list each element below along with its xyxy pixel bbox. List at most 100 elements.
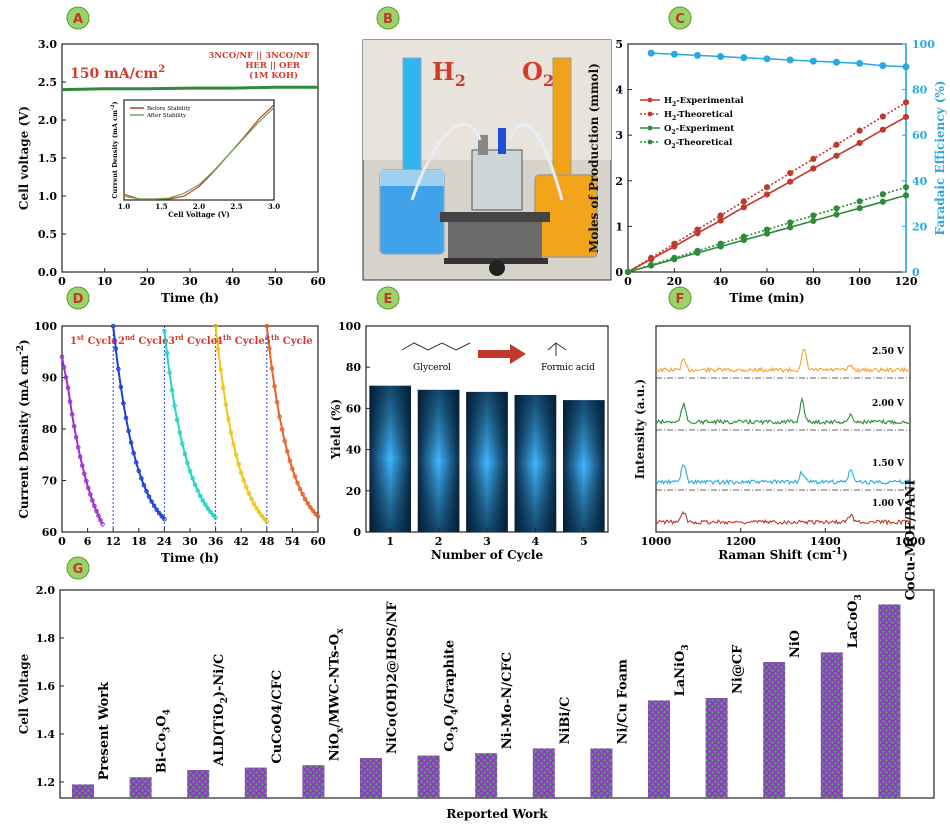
cycle-point bbox=[65, 385, 71, 391]
cycle-point bbox=[81, 471, 87, 476]
panel-a-stability-chart: 0 10 20 30 40 50 60 0.0 0.5 1.0 1.5 2.0 2.5 3.0 Time (… bbox=[17, 38, 326, 305]
production-point bbox=[624, 268, 632, 276]
x-tick-label: 60 bbox=[310, 275, 326, 288]
cycle-point bbox=[295, 480, 300, 486]
cycle-point bbox=[274, 399, 280, 405]
cycle-point bbox=[264, 519, 270, 525]
production-point bbox=[879, 198, 886, 205]
y-tick-label: 2.0 bbox=[38, 114, 57, 127]
cycle-point bbox=[59, 354, 65, 360]
legend-label: H2-Theoretical bbox=[664, 110, 734, 122]
x-tick-label: 12 bbox=[106, 535, 121, 548]
yield-bar-shade bbox=[514, 395, 557, 532]
x-tick-label: 1000 bbox=[641, 535, 672, 548]
cell-voltage-bar bbox=[129, 777, 152, 798]
cycle-point bbox=[279, 427, 285, 432]
y-tick-label: 1.0 bbox=[38, 190, 57, 203]
production-point bbox=[902, 184, 910, 191]
x-tick-label: 54 bbox=[285, 535, 301, 548]
cycle-point bbox=[169, 387, 175, 393]
production-point bbox=[763, 191, 771, 198]
x-tick-label: 80 bbox=[806, 275, 822, 288]
cycle-point bbox=[162, 328, 167, 334]
y-right-tick-label: 60 bbox=[912, 129, 928, 142]
y-tick-label: 1.2 bbox=[36, 776, 55, 789]
panel-d-cycle-chart: 0 6 12 18 24 30 36 42 48 54 60 60 70 80 90 100 Time (h) C… bbox=[16, 320, 326, 565]
cycle-point bbox=[187, 468, 193, 474]
y-axis-label: Moles of Production (mmol) bbox=[587, 63, 601, 253]
efficiency-point bbox=[809, 57, 817, 65]
cycle-point bbox=[267, 346, 272, 351]
work-label: NiCo(OH)2@HOS/NF bbox=[385, 601, 400, 754]
y-tick-label: 2.5 bbox=[38, 76, 57, 89]
x-tick-label: 40 bbox=[225, 275, 241, 288]
cycle-point bbox=[238, 470, 244, 476]
stability-line bbox=[61, 85, 318, 92]
raman-spectrum bbox=[655, 510, 911, 526]
production-point bbox=[879, 113, 886, 120]
yield-bar-shade bbox=[417, 389, 460, 532]
production-point bbox=[856, 127, 863, 134]
cycle-point bbox=[290, 466, 295, 472]
cycle-point bbox=[88, 492, 93, 497]
plot-frame bbox=[61, 325, 319, 533]
inset-x-tick-label: 1.0 bbox=[118, 202, 130, 211]
cycle-point bbox=[121, 401, 126, 406]
y-axis-label: Cell voltage (V) bbox=[17, 106, 31, 210]
cycle-point bbox=[310, 508, 316, 514]
cycle-point bbox=[92, 503, 97, 509]
panel-badge-e bbox=[376, 286, 400, 310]
cycle-point bbox=[110, 323, 116, 329]
production-point bbox=[671, 240, 678, 247]
cycle-point bbox=[215, 346, 221, 352]
cycle-point bbox=[287, 458, 293, 463]
y-axis-label: Current Density (mA cm-2) bbox=[16, 339, 31, 518]
cycle-point bbox=[61, 364, 67, 370]
cycle-point bbox=[98, 517, 103, 523]
cycle-point bbox=[302, 496, 308, 502]
x-axis-label: Reported Work bbox=[446, 807, 548, 821]
raman-spectrum bbox=[655, 348, 911, 374]
y-right-axis-label: Faradaic Efficiency (%) bbox=[933, 81, 947, 236]
y-right-tick-label: 20 bbox=[912, 220, 928, 233]
cycle-point bbox=[233, 452, 239, 458]
x-tick-label: 1400 bbox=[810, 535, 841, 548]
cycle-point bbox=[118, 384, 124, 390]
cell-voltage-bar bbox=[244, 767, 267, 798]
inset-series-line bbox=[123, 107, 275, 200]
h2-label: H2 bbox=[432, 57, 466, 90]
x-axis-label: Time (min) bbox=[729, 291, 804, 305]
x-tick-label: 3 bbox=[483, 535, 491, 548]
cell-voltage-bar bbox=[878, 604, 901, 798]
y-tick-label: 100 bbox=[338, 320, 361, 333]
production-point bbox=[810, 212, 817, 219]
production-point bbox=[902, 113, 910, 121]
formic-acid-structure bbox=[547, 342, 567, 351]
y-tick-label: 2.0 bbox=[36, 584, 55, 597]
current-density-annotation: 150 mA/cm2 bbox=[70, 64, 165, 82]
cycle-point bbox=[261, 516, 267, 522]
production-point bbox=[810, 217, 817, 225]
work-label: Ni@CF bbox=[731, 644, 746, 694]
x-tick-label: 4 bbox=[532, 535, 540, 548]
panel-f-raman-chart: 1000 1200 1400 1600 Raman Shift (cm-1) Intens… bbox=[633, 325, 926, 562]
cycle-point bbox=[139, 476, 144, 481]
cycle-point bbox=[73, 434, 79, 440]
cycle-point bbox=[144, 488, 149, 494]
cycle-point bbox=[123, 415, 129, 421]
y-tick-label: 1.4 bbox=[36, 728, 55, 741]
work-label: Ni/Cu Foam bbox=[615, 659, 630, 745]
cycle-curve bbox=[265, 325, 319, 518]
y-axis-label: Yield (%) bbox=[329, 399, 343, 460]
x-tick-label: 120 bbox=[895, 275, 918, 288]
production-point bbox=[787, 169, 794, 177]
y-tick-label: 0 bbox=[353, 526, 361, 539]
efficiency-point bbox=[647, 49, 655, 57]
raman-spectrum bbox=[655, 396, 911, 426]
yield-bar-shade bbox=[562, 400, 605, 532]
cycle-point bbox=[251, 501, 257, 507]
potential-label: 1.50 V bbox=[872, 459, 905, 469]
cycle-point bbox=[313, 511, 318, 517]
legend-label: O2-Theoretical bbox=[664, 138, 733, 150]
